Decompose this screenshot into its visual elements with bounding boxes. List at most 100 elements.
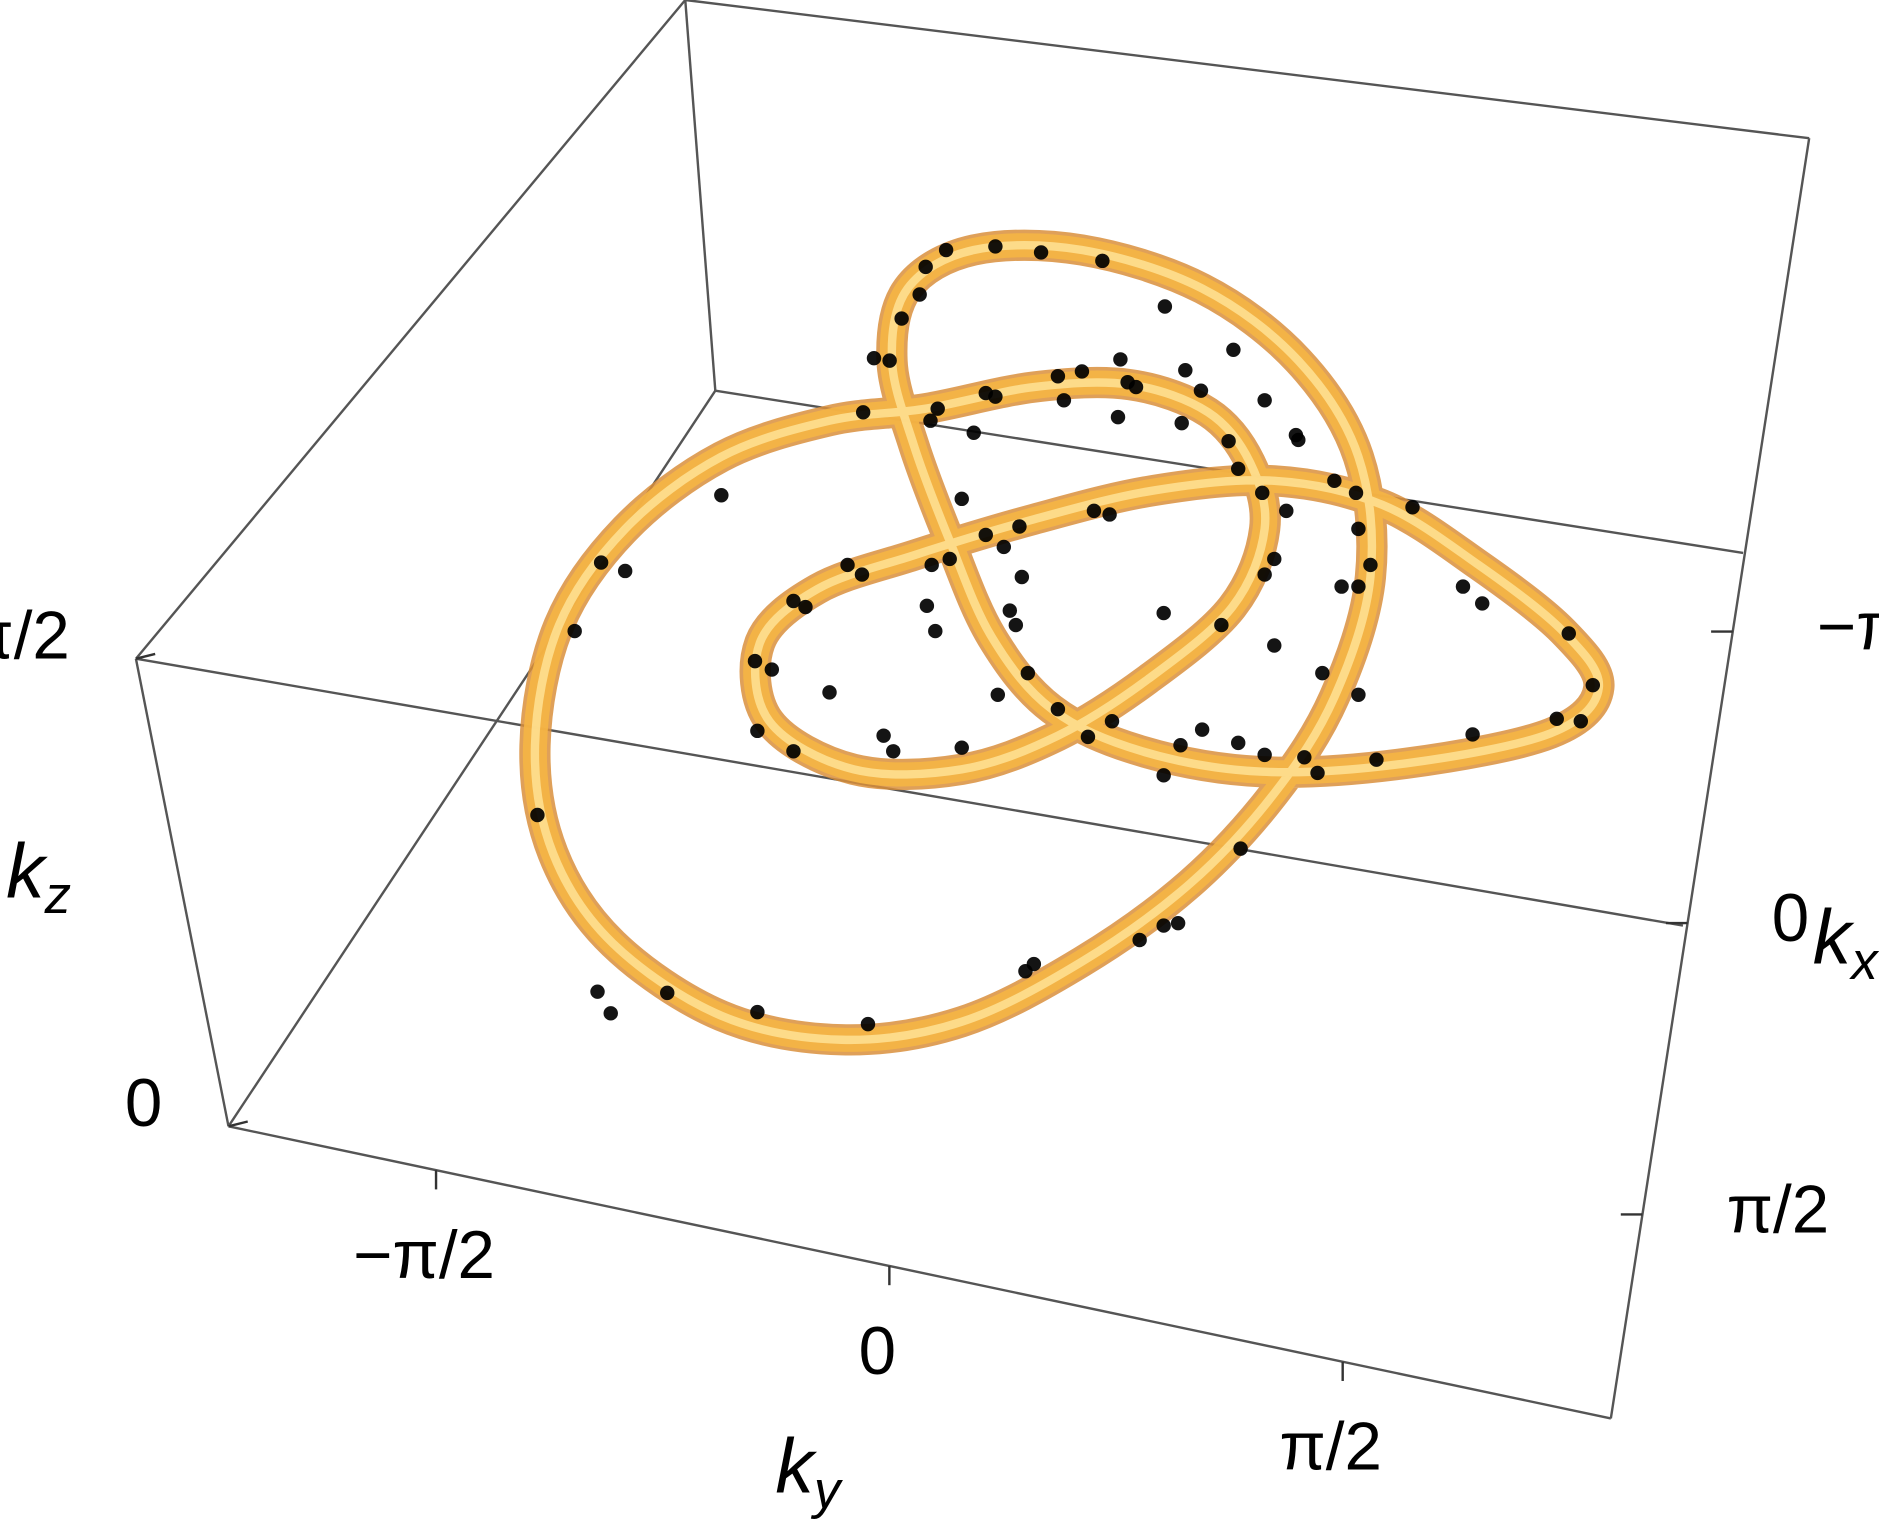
point-marker	[988, 389, 1003, 404]
point-marker	[1348, 485, 1364, 501]
point-marker	[876, 728, 891, 743]
point-marker	[1020, 665, 1036, 681]
point-marker	[954, 740, 969, 755]
point-marker	[1233, 841, 1248, 856]
x-tick-label: −π/2	[1817, 589, 1879, 664]
point-marker	[1156, 768, 1171, 783]
axis-label: kz	[6, 829, 71, 925]
point-marker	[1095, 253, 1110, 269]
axis-label-sub: y	[811, 1461, 844, 1520]
point-marker	[1561, 626, 1576, 641]
point-marker	[938, 242, 954, 258]
point-marker	[978, 527, 993, 543]
point-marker	[1008, 617, 1024, 633]
point-marker	[603, 1006, 618, 1021]
point-marker	[996, 539, 1012, 555]
point-marker	[990, 687, 1006, 702]
y-tick-label: 0	[859, 1314, 896, 1389]
point-marker	[886, 744, 901, 759]
point-marker	[750, 723, 765, 739]
point-marker	[590, 984, 605, 999]
point-marker	[593, 555, 609, 570]
point-marker	[988, 239, 1003, 254]
point-marker	[1194, 722, 1210, 737]
point-marker	[1193, 383, 1209, 398]
point-marker	[1132, 932, 1147, 948]
point-marker	[822, 685, 837, 700]
point-marker	[798, 599, 813, 615]
point-marker	[1018, 964, 1033, 979]
z-tick-label: 0	[125, 1066, 162, 1141]
point-marker	[966, 425, 981, 440]
tick-mark	[135, 652, 156, 660]
point-marker	[1465, 727, 1480, 742]
point-marker	[786, 744, 801, 759]
point-marker	[1257, 393, 1272, 408]
point-marker	[1351, 687, 1366, 702]
point-marker	[1369, 752, 1384, 767]
point-marker	[747, 653, 763, 669]
point-marker	[860, 1016, 876, 1032]
point-marker	[866, 350, 882, 366]
point-marker	[1113, 352, 1128, 367]
point-marker	[1178, 363, 1193, 378]
bounding-box	[134, 0, 1811, 1420]
box-edge	[228, 1125, 1612, 1420]
point-marker	[1086, 503, 1102, 519]
point-marker	[1334, 579, 1349, 594]
z-tick-label: π/2	[0, 598, 70, 673]
point-marker	[1050, 369, 1066, 384]
point-marker	[1128, 379, 1144, 395]
knot-tube	[519, 229, 1615, 1056]
point-marker	[1267, 638, 1282, 653]
point-marker	[882, 353, 897, 368]
box-edge	[685, 0, 1810, 140]
axis-label-main: k	[6, 829, 48, 915]
point-marker	[530, 807, 545, 823]
point-marker	[567, 623, 582, 639]
point-marker	[714, 488, 729, 503]
point-marker	[1405, 500, 1420, 515]
point-marker	[1257, 567, 1272, 582]
point-marker	[855, 405, 871, 420]
point-marker	[954, 491, 969, 507]
axis-label: ky	[775, 1424, 843, 1520]
point-marker	[854, 567, 870, 582]
point-marker	[1279, 503, 1294, 519]
point-marker	[1315, 665, 1330, 681]
tick-mark	[228, 1120, 249, 1128]
point-marker	[1351, 521, 1366, 537]
tube-highlight	[530, 241, 1604, 1045]
point-marker	[930, 401, 945, 416]
point-marker	[912, 287, 927, 302]
point-marker	[923, 413, 938, 428]
point-marker	[1102, 507, 1117, 522]
box-edge	[134, 658, 230, 1127]
point-marker	[1170, 915, 1186, 931]
point-marker	[942, 551, 957, 567]
point-marker	[1156, 918, 1171, 933]
point-marker	[1157, 299, 1173, 314]
point-marker	[894, 311, 909, 326]
point-marker	[1257, 747, 1272, 763]
tube-body	[522, 233, 1611, 1052]
point-marker	[1226, 342, 1241, 358]
point-marker	[1549, 711, 1564, 727]
point-marker	[1585, 677, 1601, 693]
point-marker	[918, 259, 933, 275]
box-edge	[135, 657, 1684, 927]
point-marker	[1455, 579, 1471, 594]
point-marker	[1214, 617, 1229, 633]
point-marker	[1002, 603, 1018, 618]
point-marker	[1267, 551, 1282, 567]
point-marker	[764, 662, 780, 677]
point-marker	[1056, 393, 1072, 408]
point-marker	[1255, 485, 1270, 501]
point-marker	[1297, 750, 1312, 765]
tube-shadow	[519, 229, 1615, 1056]
point-marker	[1221, 433, 1236, 449]
point-marker	[1074, 364, 1090, 379]
point-marker	[1104, 714, 1120, 729]
